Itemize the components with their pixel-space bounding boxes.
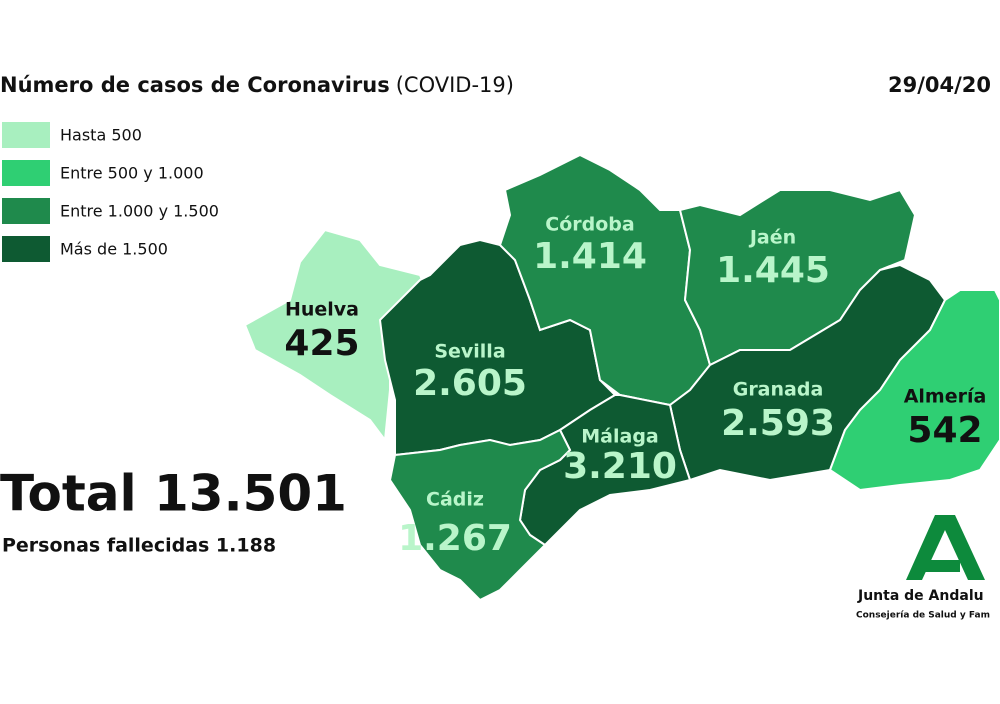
legend: Hasta 500 Entre 500 y 1.000 Entre 1.000 y … [2, 122, 219, 262]
legend-swatch [2, 122, 50, 148]
province-name: Cádiz [426, 489, 484, 511]
province-value: 1.414 [533, 236, 647, 277]
logo-bar [918, 560, 960, 572]
province-name: Córdoba [545, 214, 634, 236]
date: 29/04/20 [888, 73, 991, 97]
province [828, 289, 1000, 492]
province-value: 2.593 [721, 403, 835, 444]
legend-label: Más de 1.500 [60, 240, 168, 259]
province-value: 425 [284, 323, 359, 364]
legend-label: Entre 1.000 y 1.500 [60, 202, 219, 221]
province-value: 1.267 [398, 518, 512, 559]
province-value: 2.605 [413, 363, 527, 404]
province-name: Sevilla [434, 341, 505, 363]
title-main: Número de casos de Coronavirus [0, 73, 390, 97]
logo-name: Junta de Andalu [857, 588, 984, 604]
logo-mark [906, 515, 985, 580]
province-name: Jaén [748, 227, 796, 249]
province-value: 3.210 [563, 446, 677, 487]
deaths: Personas fallecidas 1.188 [2, 535, 276, 557]
province-value: 1.445 [716, 250, 830, 291]
total: Total 13.501 [0, 465, 347, 523]
title-note: (COVID-19) [396, 73, 514, 97]
province-name: Almería [904, 386, 987, 408]
province-name: Granada [733, 379, 824, 401]
legend-swatch [2, 236, 50, 262]
province-value: 542 [907, 410, 982, 451]
province-name: Huelva [285, 299, 359, 321]
legend-swatch [2, 198, 50, 224]
title: Número de casos de Coronavirus (COVID-19) [0, 73, 514, 97]
legend-swatch [2, 160, 50, 186]
province [388, 428, 572, 602]
logo-department: Consejería de Salud y Fam [856, 611, 990, 621]
province-name: Málaga [581, 426, 658, 448]
legend-label: Entre 500 y 1.000 [60, 164, 204, 183]
legend-label: Hasta 500 [60, 126, 142, 145]
